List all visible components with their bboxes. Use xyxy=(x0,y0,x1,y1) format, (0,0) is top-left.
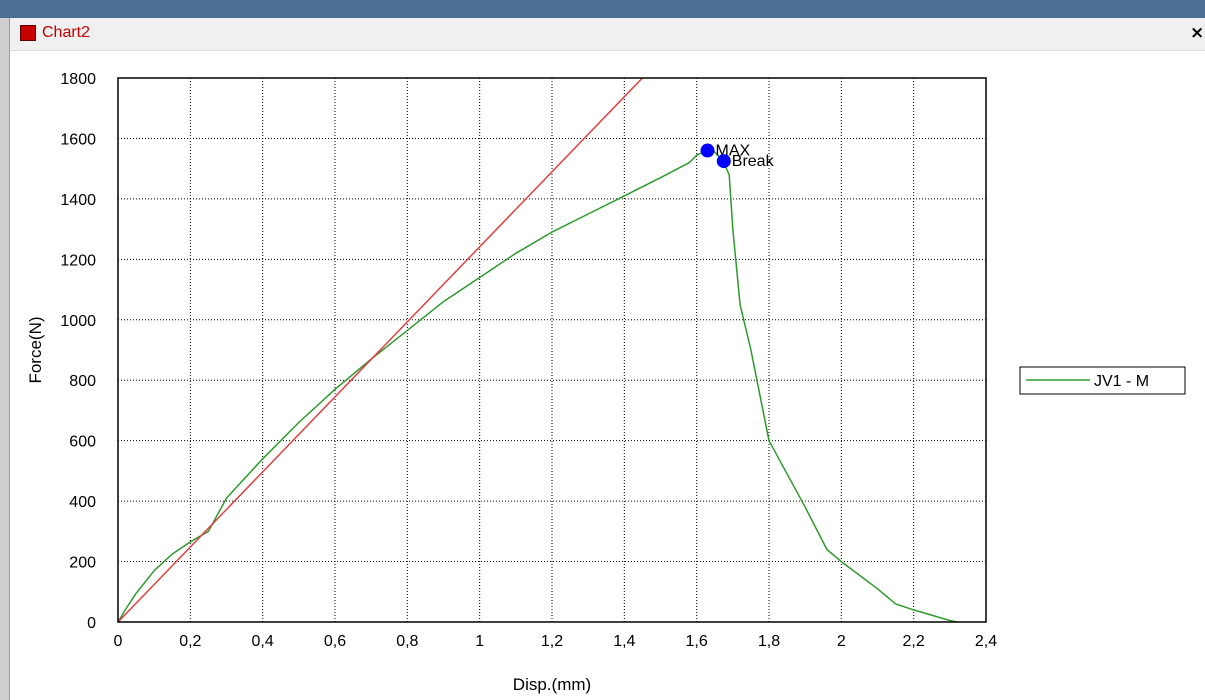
x-tick-label: 0,4 xyxy=(252,633,274,650)
y-tick-label: 1400 xyxy=(60,192,96,209)
x-tick-label: 0,2 xyxy=(179,633,201,650)
y-tick-label: 800 xyxy=(69,373,96,390)
y-tick-label: 1600 xyxy=(60,131,96,148)
close-button[interactable]: × xyxy=(1190,23,1205,43)
x-tick-label: 2,4 xyxy=(975,633,997,650)
y-tick-label: 600 xyxy=(69,434,96,451)
x-tick-label: 1 xyxy=(475,633,484,650)
x-tick-label: 0,6 xyxy=(324,633,346,650)
title-bar[interactable]: Chart2 × xyxy=(10,18,1205,51)
y-tick-label: 400 xyxy=(69,494,96,511)
y-tick-label: 1200 xyxy=(60,252,96,269)
x-tick-label: 2,2 xyxy=(903,633,925,650)
annotation-point-max xyxy=(700,143,715,158)
chart-client-area xyxy=(10,51,1205,700)
y-axis-label: Force(N) xyxy=(26,316,45,383)
chart-window-icon xyxy=(20,25,36,41)
legend: JV1 - M xyxy=(1019,366,1186,395)
x-tick-label: 0 xyxy=(114,633,123,650)
annotation-point-break xyxy=(716,154,731,169)
window-frame-top xyxy=(0,0,1205,18)
series-line-fit xyxy=(117,77,643,623)
window-frame-left xyxy=(0,18,10,700)
x-tick-label: 1,4 xyxy=(613,633,635,650)
x-tick-label: 2 xyxy=(837,633,846,650)
plot-frame xyxy=(117,77,987,623)
annotation-label-break: Break xyxy=(732,153,775,170)
tick-labels: 0 0,2 0,4 0,6 0,8 1 1,2 1,4 1,6 1,8 2 2,2 2,4 0 200 400… xyxy=(60,71,997,650)
legend-label-jv1-m: JV1 - M xyxy=(1094,373,1149,390)
x-axis-label: Disp.(mm) xyxy=(513,675,591,694)
x-tick-label: 0,8 xyxy=(396,633,418,650)
x-tick-label: 1,2 xyxy=(541,633,563,650)
grid-lines xyxy=(118,78,986,622)
y-tick-label: 0 xyxy=(87,615,96,632)
x-tick-label: 1,6 xyxy=(686,633,708,650)
y-tick-label: 1800 xyxy=(60,71,96,88)
y-tick-label: 1000 xyxy=(60,313,96,330)
window-title: Chart2 xyxy=(42,24,91,41)
series-lines xyxy=(117,77,958,623)
y-tick-label: 200 xyxy=(69,555,96,572)
series-line-jv1-m xyxy=(117,149,958,623)
x-tick-label: 1,8 xyxy=(758,633,780,650)
